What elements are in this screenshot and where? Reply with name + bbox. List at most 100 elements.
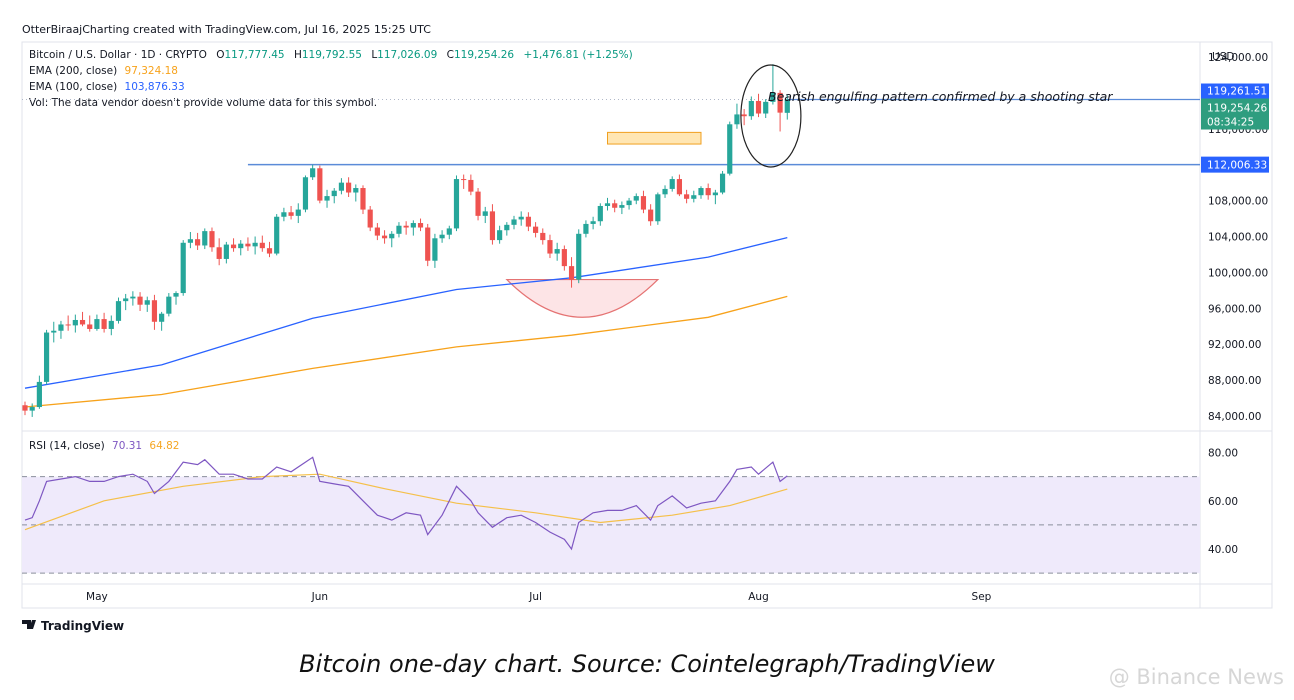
candle-body — [29, 407, 35, 411]
price-tag-high-text: 119,261.51 — [1207, 86, 1267, 98]
high-value: 119,792.55 — [302, 49, 362, 61]
candle-body — [295, 209, 301, 216]
candle — [604, 197, 611, 211]
candle-body — [698, 188, 704, 196]
candle — [719, 170, 726, 195]
candle-body — [115, 301, 122, 321]
candle — [266, 241, 273, 258]
candle — [755, 93, 762, 118]
candle — [439, 230, 445, 243]
price-tag-current-text: 119,254.26 — [1207, 103, 1267, 115]
created-line: OtterBiraajCharting created with Trading… — [22, 23, 431, 36]
candle — [36, 375, 42, 409]
rsi-value: 70.31 — [112, 440, 142, 452]
candle — [547, 234, 553, 259]
candle — [597, 203, 603, 226]
candle-body — [648, 209, 654, 222]
candle — [353, 184, 359, 202]
candle-body — [274, 216, 280, 254]
candle — [389, 231, 395, 248]
candle — [425, 223, 431, 267]
candle-body — [727, 124, 733, 174]
candle — [633, 193, 639, 205]
ema-lines — [24, 236, 788, 408]
candle-body — [87, 324, 93, 329]
overlays — [505, 131, 702, 318]
candle-body — [755, 100, 762, 114]
candle-body — [655, 194, 661, 222]
candle-body — [381, 235, 388, 239]
pattern-annotation: Bearish engulfing pattern confirmed by a… — [768, 89, 1113, 104]
time-tick-label: Sep — [972, 591, 992, 603]
candle-body — [123, 298, 129, 302]
candle — [568, 257, 575, 288]
ema200-legend[interactable]: EMA (200, close) 97,324.18 — [29, 65, 178, 77]
candle — [223, 241, 229, 264]
candle — [202, 228, 208, 250]
candle — [310, 164, 316, 180]
candle-body — [576, 233, 582, 280]
candle-body — [238, 243, 244, 249]
candle-body — [195, 239, 201, 246]
candle-body — [446, 228, 452, 235]
demand-zone — [607, 131, 702, 145]
rsi-ma-line — [24, 473, 788, 531]
candle — [432, 233, 438, 268]
candle-body — [58, 324, 64, 331]
rsi-ma-value: 64.82 — [149, 440, 179, 452]
candle-body — [144, 300, 150, 305]
ema100-legend[interactable]: EMA (100, close) 103,876.33 — [29, 81, 185, 93]
candle-body — [151, 300, 158, 322]
candle-body — [51, 330, 57, 333]
candle-body — [266, 248, 273, 254]
candle — [648, 204, 654, 226]
candle — [532, 222, 539, 238]
candle — [489, 204, 496, 245]
candle-body — [173, 293, 179, 297]
level-tag-text: 112,006.33 — [1207, 160, 1267, 172]
candle-body — [360, 188, 366, 210]
candle-body — [540, 232, 546, 241]
candle-body — [108, 320, 114, 329]
candle — [295, 203, 301, 224]
candle — [137, 292, 143, 312]
open-value: 117,777.45 — [224, 49, 284, 61]
candle — [216, 238, 222, 266]
candle-body — [568, 266, 575, 280]
candle-body — [310, 168, 316, 178]
candle-body — [597, 205, 603, 222]
candle-body — [353, 188, 359, 193]
candle-body — [525, 216, 531, 227]
candle-body — [504, 224, 510, 231]
time-axis[interactable]: May Jun Jul Aug Sep — [86, 591, 992, 603]
candle-body — [137, 296, 143, 305]
candle — [65, 315, 71, 331]
candle — [360, 185, 366, 215]
candle-body — [166, 296, 172, 314]
price-tick-label: 108,000.00 — [1208, 196, 1268, 208]
candle-body — [36, 381, 42, 408]
candle-body — [741, 114, 747, 117]
candle — [626, 197, 632, 210]
candle-body — [777, 92, 783, 113]
candle — [676, 174, 683, 197]
candle — [87, 315, 93, 332]
rsi-pane: 80.00 60.00 40.00 — [22, 447, 1238, 574]
candle-body — [417, 223, 424, 228]
candle-body — [187, 239, 193, 243]
candle-body — [583, 223, 589, 234]
candle-body — [202, 231, 208, 246]
candle — [72, 314, 78, 333]
candle — [482, 206, 488, 224]
time-tick-label: Jul — [528, 591, 542, 603]
candle — [22, 401, 28, 416]
candle — [187, 232, 193, 249]
rsi-legend[interactable]: RSI (14, close) 70.31 64.82 — [29, 440, 179, 452]
candle — [669, 176, 675, 192]
currency-label[interactable]: USD — [1212, 51, 1234, 63]
candle-body — [432, 238, 438, 261]
candle — [475, 188, 481, 221]
candle-body — [684, 194, 690, 199]
candle-body — [439, 234, 445, 239]
